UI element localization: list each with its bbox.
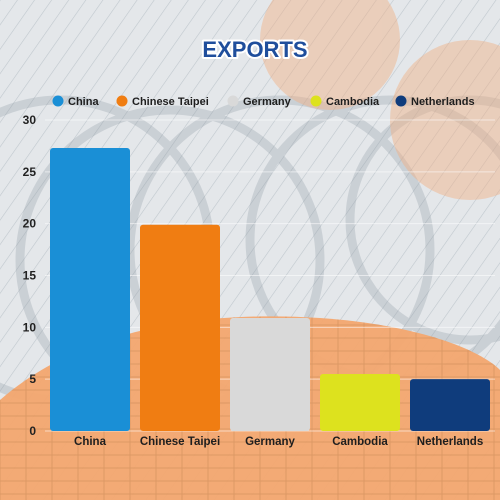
- chart-title-outline: EXPORTS: [202, 37, 307, 62]
- chart-title: EXPORTS: [202, 37, 307, 62]
- legend-swatch: [227, 95, 239, 107]
- x-tick-label: Chinese Taipei: [140, 436, 220, 448]
- legend-entry: Netherlands: [411, 96, 475, 108]
- legend-swatch: [116, 95, 128, 107]
- y-tick-label: 15: [23, 269, 37, 283]
- legend-entry: China: [68, 96, 99, 108]
- legend-entry: Germany: [243, 96, 292, 108]
- bars: [50, 147, 490, 432]
- x-tick-label: Netherlands: [417, 436, 483, 448]
- x-tick-label: China: [74, 436, 107, 448]
- legend-swatch: [52, 95, 64, 107]
- y-tick-label: 10: [23, 320, 37, 334]
- y-tick-label: 30: [23, 113, 37, 127]
- legend-entry: Chinese Taipei: [132, 96, 209, 108]
- legend-swatch: [310, 95, 322, 107]
- bar-chinese-taipei: [140, 224, 220, 431]
- y-tick-label: 25: [23, 165, 37, 179]
- y-axis-ticks: 0 5 10 15 20 25 30: [23, 113, 37, 438]
- legend-swatch: [395, 95, 407, 107]
- bar-germany: [230, 318, 310, 431]
- y-tick-label: 0: [29, 424, 36, 438]
- x-axis-labels: China Chinese Taipei Germany Cambodia Nether…: [74, 436, 483, 448]
- x-tick-label: Cambodia: [332, 436, 388, 448]
- y-tick-label: 5: [29, 372, 36, 386]
- x-tick-label: Germany: [245, 436, 295, 448]
- bar-china: [50, 147, 130, 432]
- y-tick-label: 20: [23, 217, 37, 231]
- legend: China Chinese Taipei Germany Cambodia Nether…: [52, 95, 475, 108]
- bar-cambodia: [320, 373, 400, 431]
- legend-entry: Cambodia: [326, 96, 380, 108]
- bar-netherlands: [410, 379, 490, 431]
